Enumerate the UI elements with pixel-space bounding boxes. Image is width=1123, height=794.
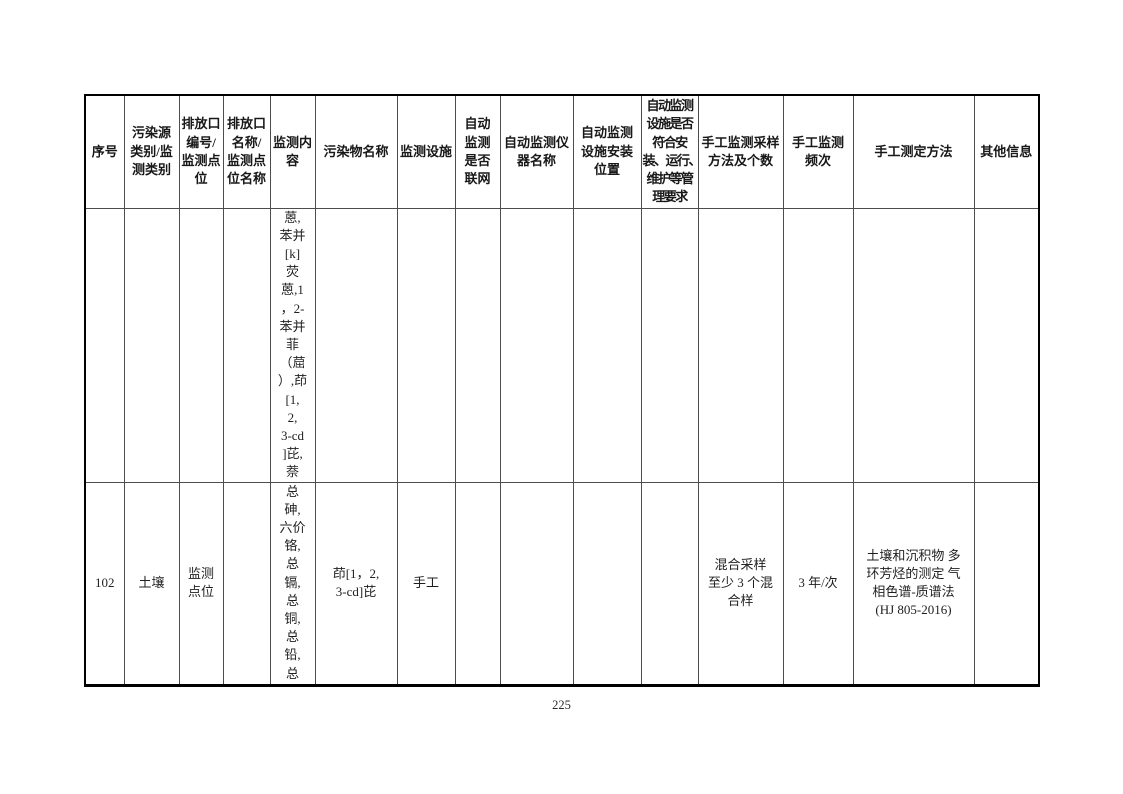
cell-r0-c1 [123, 207, 180, 483]
header-cell-1: 污染源 类别/监 测类别 [123, 94, 180, 209]
cell-r0-c14 [973, 207, 1040, 483]
cell-r0-c12 [782, 207, 854, 483]
header-cell-10: 自动监测 设施是否 符合安 装、运行、 维护等管 理要求 [640, 94, 699, 209]
cell-r0-c11 [697, 207, 784, 483]
header-cell-4: 监测内 容 [269, 94, 316, 209]
cell-r0-c9 [572, 207, 642, 483]
header-cell-5: 污染物名称 [314, 94, 398, 209]
cell-r0-c6 [396, 207, 456, 483]
cell-r1-c1: 土壤 [123, 481, 180, 686]
page-number: 225 [552, 698, 571, 712]
header-cell-11: 手工监测采样 方法及个数 [697, 94, 784, 209]
header-cell-6: 监测设施 [396, 94, 456, 209]
cell-r0-c10 [640, 207, 699, 483]
cell-r1-c9 [572, 481, 642, 686]
table-row-102: 102 土壤 监测 点位总 砷, 六价 铬, 总 镉, 总 铜, 总 铅, 总茚[1… [84, 481, 1040, 686]
cell-r1-c5: 茚[1，2, 3-cd]芘 [314, 481, 398, 686]
cell-r0-c7 [454, 207, 501, 483]
header-cell-14: 其他信息 [973, 94, 1040, 209]
cell-r1-c13: 土壤和沉积物 多 环芳烃的测定 气 相色谱-质谱法 (HJ 805-2016) [852, 481, 975, 686]
header-cell-3: 排放口 名称/ 监测点 位名称 [222, 94, 271, 209]
cell-r1-c10 [640, 481, 699, 686]
cell-r0-c5 [314, 207, 398, 483]
table-body: 蒽, 苯并 [k] 荧 蒽,1 ，2- 苯并 菲 （䓛 ）,茚 [1, 2, 3… [84, 207, 1040, 686]
cell-r0-c13 [852, 207, 975, 483]
cell-r1-c0: 102 [84, 481, 125, 686]
cell-r0-c0 [84, 207, 125, 483]
cell-r1-c7 [454, 481, 501, 686]
header-cell-12: 手工监测 频次 [782, 94, 854, 209]
cell-r0-c4: 蒽, 苯并 [k] 荧 蒽,1 ，2- 苯并 菲 （䓛 ）,茚 [1, 2, 3… [269, 207, 316, 483]
header-cell-7: 自动 监测 是否 联网 [454, 94, 501, 209]
cell-r1-c3 [222, 481, 271, 686]
header-cell-9: 自动监测 设施安装 位置 [572, 94, 642, 209]
header-cell-8: 自动监测仪 器名称 [499, 94, 574, 209]
header-cell-0: 序号 [84, 94, 125, 209]
monitoring-table: 序号 污染源 类别/监 测类别 排放口 编号/ 监测点 位排放口 名称/ 监测点 位… [84, 94, 1040, 687]
cell-r1-c2: 监测 点位 [178, 481, 224, 686]
cell-r0-c8 [499, 207, 574, 483]
cell-r1-c11: 混合采样 至少 3 个混 合样 [697, 481, 784, 686]
cell-r1-c8 [499, 481, 574, 686]
header-cell-2: 排放口 编号/ 监测点 位 [178, 94, 224, 209]
cell-r1-c6: 手工 [396, 481, 456, 686]
table-row-continuation: 蒽, 苯并 [k] 荧 蒽,1 ，2- 苯并 菲 （䓛 ）,茚 [1, 2, 3… [84, 207, 1040, 483]
cell-r1-c12: 3 年/次 [782, 481, 854, 686]
table-header-row: 序号 污染源 类别/监 测类别 排放口 编号/ 监测点 位排放口 名称/ 监测点 位… [84, 94, 1040, 209]
header-cell-13: 手工测定方法 [852, 94, 975, 209]
cell-r1-c14 [973, 481, 1040, 686]
cell-r0-c3 [222, 207, 271, 483]
cell-r0-c2 [178, 207, 224, 483]
cell-r1-c4: 总 砷, 六价 铬, 总 镉, 总 铜, 总 铅, 总 [269, 481, 316, 686]
